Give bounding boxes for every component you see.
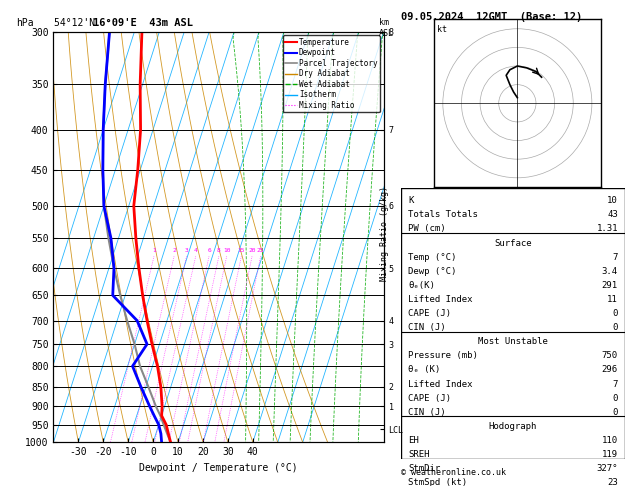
- Text: Lifted Index: Lifted Index: [408, 295, 472, 304]
- Text: Hodograph: Hodograph: [489, 422, 537, 431]
- Text: 2: 2: [172, 248, 176, 253]
- Text: Mixing Ratio (g/kg): Mixing Ratio (g/kg): [381, 186, 389, 281]
- Text: 110: 110: [602, 436, 618, 445]
- Text: SREH: SREH: [408, 450, 430, 459]
- Text: 10: 10: [607, 196, 618, 205]
- Text: 6: 6: [207, 248, 211, 253]
- Text: 3.4: 3.4: [602, 267, 618, 276]
- Text: Dewp (°C): Dewp (°C): [408, 267, 457, 276]
- Text: 15: 15: [238, 248, 245, 253]
- Text: CIN (J): CIN (J): [408, 323, 445, 332]
- Text: 1: 1: [152, 248, 156, 253]
- Text: 119: 119: [602, 450, 618, 459]
- Text: PW (cm): PW (cm): [408, 225, 445, 233]
- Text: CAPE (J): CAPE (J): [408, 394, 451, 402]
- Text: EH: EH: [408, 436, 419, 445]
- Text: 1.31: 1.31: [596, 225, 618, 233]
- Text: CIN (J): CIN (J): [408, 408, 445, 417]
- Text: 0: 0: [613, 323, 618, 332]
- Text: 327°: 327°: [596, 464, 618, 473]
- Text: 11: 11: [607, 295, 618, 304]
- Text: 54°12'N: 54°12'N: [54, 18, 107, 29]
- Legend: Temperature, Dewpoint, Parcel Trajectory, Dry Adiabat, Wet Adiabat, Isotherm, Mi: Temperature, Dewpoint, Parcel Trajectory…: [283, 35, 380, 112]
- Text: K: K: [408, 196, 413, 205]
- X-axis label: Dewpoint / Temperature (°C): Dewpoint / Temperature (°C): [139, 463, 298, 473]
- Text: 10: 10: [223, 248, 230, 253]
- Text: 296: 296: [602, 365, 618, 374]
- Text: CAPE (J): CAPE (J): [408, 309, 451, 318]
- Text: θₑ (K): θₑ (K): [408, 365, 440, 374]
- Text: kt: kt: [437, 25, 447, 34]
- Text: 750: 750: [602, 351, 618, 360]
- Text: Most Unstable: Most Unstable: [478, 337, 548, 346]
- Text: km
ASL: km ASL: [379, 18, 394, 38]
- Text: hPa: hPa: [16, 18, 33, 29]
- Text: 0: 0: [613, 309, 618, 318]
- Text: 291: 291: [602, 281, 618, 290]
- Text: StmDir: StmDir: [408, 464, 440, 473]
- Text: 23: 23: [607, 478, 618, 486]
- Text: 09.05.2024  12GMT  (Base: 12): 09.05.2024 12GMT (Base: 12): [401, 12, 582, 22]
- Text: 25: 25: [257, 248, 264, 253]
- Text: 8: 8: [217, 248, 221, 253]
- Text: θₑ(K): θₑ(K): [408, 281, 435, 290]
- Text: StmSpd (kt): StmSpd (kt): [408, 478, 467, 486]
- Text: Pressure (mb): Pressure (mb): [408, 351, 478, 360]
- Text: 3: 3: [185, 248, 188, 253]
- Text: 0: 0: [613, 394, 618, 402]
- Text: Temp (°C): Temp (°C): [408, 253, 457, 261]
- Text: 20: 20: [248, 248, 256, 253]
- Text: 43: 43: [607, 210, 618, 219]
- Text: Totals Totals: Totals Totals: [408, 210, 478, 219]
- Text: 7: 7: [613, 380, 618, 388]
- Text: © weatheronline.co.uk: © weatheronline.co.uk: [401, 468, 506, 477]
- Text: Surface: Surface: [494, 239, 532, 247]
- Text: 7: 7: [613, 253, 618, 261]
- Text: 4: 4: [194, 248, 198, 253]
- Text: Lifted Index: Lifted Index: [408, 380, 472, 388]
- Text: 16°09'E  43m ASL: 16°09'E 43m ASL: [93, 18, 193, 29]
- Text: 0: 0: [613, 408, 618, 417]
